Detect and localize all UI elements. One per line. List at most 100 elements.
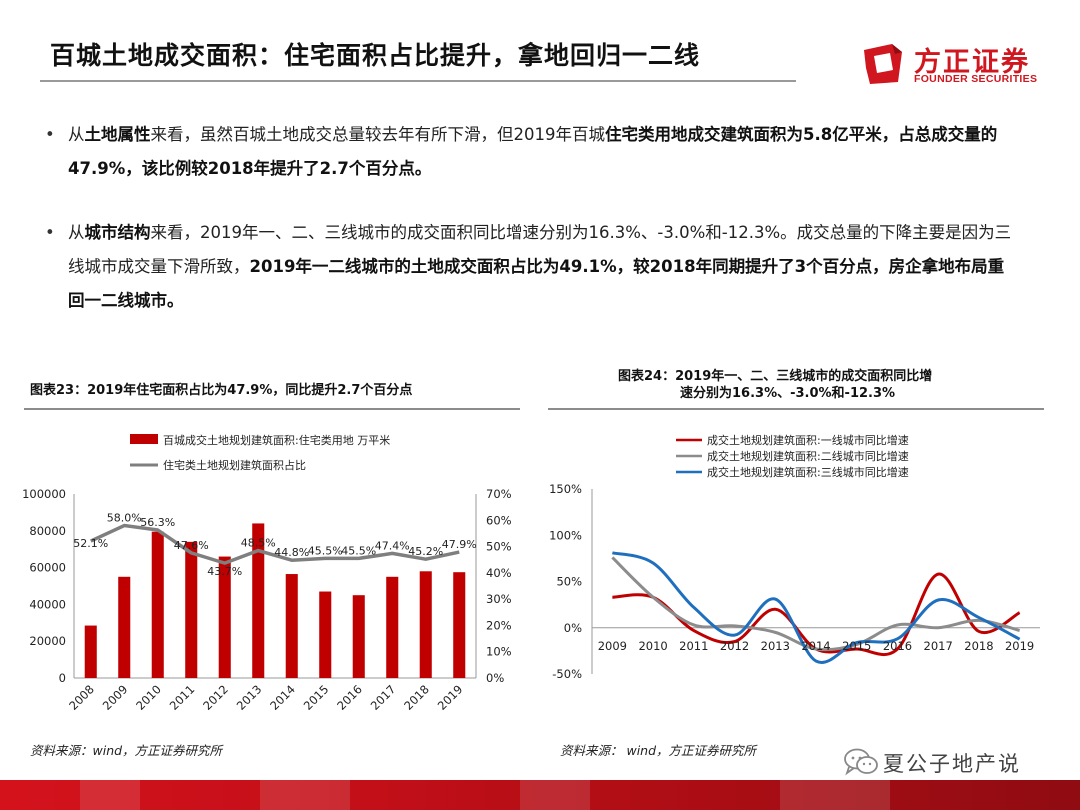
bullet-segment-bold: 2019年一二线城市的土地成交面积占比为49.1%，较2018年同期提升了3个百… <box>68 257 1005 310</box>
bullet-symbol: • <box>45 223 55 242</box>
bullet-city-structure: • 从城市结构来看，2019年一、二、三线城市的成交面积同比增速分别为16.3%… <box>45 216 1015 318</box>
chart23-title-divider <box>24 408 520 410</box>
bullet-segment: 来看，虽然百城土地成交总量较去年有所下滑，但2019年百城 <box>150 125 606 144</box>
y-tick-label: 100% <box>549 528 582 542</box>
y-tick-label-right: 0% <box>486 671 504 685</box>
data-label-2011: 47.6% <box>174 539 209 552</box>
chart24-city-tier-growth: 成交土地规划建筑面积:一线城市同比增速成交土地规划建筑面积:二线城市同比增速成交… <box>549 433 1040 681</box>
x-tick-label: 2012 <box>720 639 749 653</box>
footer-bar <box>0 780 1080 810</box>
bullet-segment: 来看，2019年一、二、三线城市的成交面积同比增速分别为16.3%、-3.0%和… <box>68 223 1012 276</box>
footer-stripe <box>780 780 890 810</box>
y-tick-label-right: 50% <box>486 540 512 554</box>
data-label-2010: 56.3% <box>140 516 175 529</box>
bullet-segment-bold: 住宅类用地成交建筑面积为5.8亿平米，占总成交量的47.9%，该比例较2018年… <box>68 125 998 178</box>
logo-english-name: FOUNDER SECURITIES <box>914 73 1038 85</box>
data-label-2018: 45.2% <box>408 545 443 558</box>
bullet-symbol: • <box>45 125 55 144</box>
chart24-title-line1: 图表24：2019年一、二、三线城市的成交面积同比增 <box>618 369 933 384</box>
bar-2018 <box>419 571 432 678</box>
x-tick-label: 2015 <box>842 639 871 653</box>
y-tick-label: 150% <box>549 482 582 496</box>
bullet-text: 从城市结构来看，2019年一、二、三线城市的成交面积同比增速分别为16.3%、-… <box>45 216 1015 318</box>
x-tick-label: 2013 <box>761 639 790 653</box>
legend-label: 百城成交土地规划建筑面积:住宅类用地 万平米 <box>163 433 390 447</box>
series-line-tier-2 <box>611 556 1021 652</box>
legend-label: 成交土地规划建筑面积:一线城市同比增速 <box>707 433 909 447</box>
chart23-source: 资料来源：wind，方正证券研究所 <box>30 743 223 758</box>
bullet-land-attribute: • 从土地属性来看，虽然百城土地成交总量较去年有所下滑，但2019年百城住宅类用… <box>45 118 1015 186</box>
y-tick-label-left: 0 <box>59 671 66 685</box>
legend-label: 住宅类土地规划建筑面积占比 <box>163 458 306 472</box>
y-tick-label-left: 40000 <box>29 597 66 611</box>
bullet-text: 从土地属性来看，虽然百城土地成交总量较去年有所下滑，但2019年百城住宅类用地成… <box>45 118 1015 186</box>
bar-2015 <box>319 591 332 678</box>
x-tick-label: 2016 <box>883 639 912 653</box>
bar-2019 <box>453 572 466 678</box>
bullet-segment-bold: 城市结构 <box>84 223 151 242</box>
y-tick-label: 50% <box>556 575 582 589</box>
bar-2008 <box>84 625 97 678</box>
data-label-2009: 58.0% <box>107 512 142 525</box>
chart24-title-divider <box>548 408 1044 410</box>
bullet-segment: 从 <box>68 125 85 144</box>
series-line-tier-3 <box>612 551 1021 664</box>
y-tick-label-right: 70% <box>486 487 512 501</box>
chart24-source: 资料来源： wind，方正证券研究所 <box>560 743 757 758</box>
bar-2009 <box>118 576 131 678</box>
footer-stripe <box>80 780 140 810</box>
data-label-2016: 45.5% <box>341 544 376 557</box>
y-tick-label: -50% <box>552 667 582 681</box>
bar-2010 <box>151 531 164 678</box>
x-tick-label: 2018 <box>964 639 993 653</box>
y-tick-label-right: 30% <box>486 592 512 606</box>
data-label-2008: 52.1% <box>73 537 108 550</box>
footer-stripe <box>260 780 350 810</box>
founder-logo: 方正证券 FOUNDER SECURITIES <box>862 40 1052 88</box>
bullet-segment: 从 <box>68 223 85 242</box>
x-tick-label: 2019 <box>1005 639 1034 653</box>
x-tick-label: 2009 <box>598 639 627 653</box>
chart23-title: 图表23：2019年住宅面积占比为47.9%，同比提升2.7个百分点 <box>30 383 413 398</box>
data-label-2014: 44.8% <box>274 546 309 559</box>
page-title: 百城土地成交面积：住宅面积占比提升，拿地回归一二线 <box>50 41 701 70</box>
x-tick-label: 2011 <box>679 639 708 653</box>
data-label-2012: 43.7% <box>207 565 242 578</box>
footer-stripe <box>520 780 590 810</box>
x-tick-label: 2010 <box>638 639 667 653</box>
wechat-watermark: 夏公子地产说 <box>843 748 1053 778</box>
legend-label: 成交土地规划建筑面积:三线城市同比增速 <box>707 465 909 479</box>
x-tick-label: 2014 <box>801 639 830 653</box>
series-line-share <box>90 523 460 565</box>
y-tick-label-right: 20% <box>486 618 512 632</box>
founder-logo-icon <box>864 44 902 84</box>
y-tick-label: 0% <box>564 621 582 635</box>
y-tick-label-right: 10% <box>486 645 512 659</box>
y-tick-label-right: 40% <box>486 566 512 580</box>
title-divider <box>40 80 796 82</box>
y-tick-label-left: 100000 <box>22 487 66 501</box>
bar-2012 <box>218 556 231 678</box>
data-label-2017: 47.4% <box>375 539 410 552</box>
y-tick-label-right: 60% <box>486 513 512 527</box>
bar-2014 <box>285 574 298 678</box>
bar-2013 <box>252 523 265 678</box>
wechat-icon <box>844 748 878 776</box>
chart24-title: 图表24：2019年一、二、三线城市的成交面积同比增 速分别为16.3%、-3.… <box>618 368 932 402</box>
y-tick-label-left: 80000 <box>29 524 66 538</box>
y-tick-label-left: 60000 <box>29 561 66 575</box>
bar-2011 <box>185 541 198 678</box>
bar-2017 <box>386 576 399 678</box>
y-tick-label-left: 20000 <box>29 634 66 648</box>
data-label-2013: 48.5% <box>241 537 276 550</box>
logo-chinese-name: 方正证券 <box>914 47 1030 78</box>
wechat-account-name: 夏公子地产说 <box>883 752 1021 776</box>
legend-label: 成交土地规划建筑面积:二线城市同比增速 <box>707 449 909 463</box>
x-tick-label: 2017 <box>924 639 953 653</box>
chart24-title-line2: 速分别为16.3%、-3.0%和-12.3% <box>680 386 896 401</box>
bullet-segment-bold: 土地属性 <box>84 125 151 144</box>
data-label-2015: 45.5% <box>308 544 343 557</box>
legend-bar-swatch <box>130 434 158 444</box>
data-label-2019: 47.9% <box>442 538 477 551</box>
